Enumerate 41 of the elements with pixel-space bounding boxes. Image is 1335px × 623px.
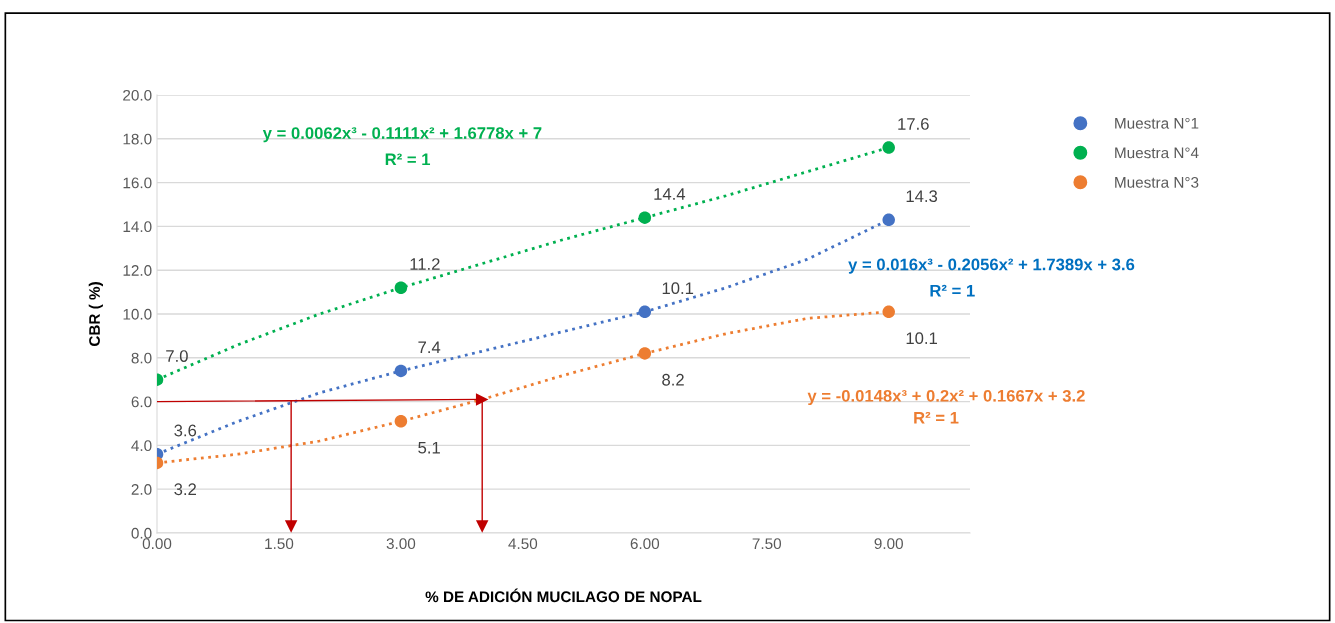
- annotation: R² = 1: [930, 284, 975, 297]
- x-axis-title: % DE ADICIÓN MUCILAGO DE NOPAL: [425, 588, 702, 603]
- data-label: 7.4: [418, 341, 441, 354]
- y-tick-label: 12.0: [123, 265, 152, 276]
- annotation: y = -0.0148x³ + 0.2x² + 0.1667x + 3.2: [807, 389, 1085, 406]
- annotation: y = 0.0062x³ - 0.1111x² + 1.6778x + 7: [262, 127, 542, 143]
- x-tick-label: 0.00: [142, 538, 172, 550]
- legend-label: Muestra N°4: [1115, 147, 1199, 159]
- y-tick-label: 20.0: [123, 89, 152, 101]
- annotation: y = 0.016x³ - 0.2056x² + 1.7389x + 3.6: [848, 258, 1135, 274]
- y-axis-title: CBR ( %): [88, 282, 103, 347]
- x-tick-label: 9.00: [874, 538, 903, 550]
- data-label: 14.4: [654, 188, 686, 200]
- y-tick-label: 16.0: [123, 177, 152, 189]
- y-tick-label: 4.0: [131, 440, 152, 452]
- x-tick-label: 4.50: [508, 538, 538, 550]
- y-tick-label: 8.0: [131, 352, 152, 364]
- legend-label: Muestra N°1: [1115, 117, 1199, 129]
- data-label: 17.6: [898, 118, 929, 130]
- x-tick-label: 3.00: [386, 538, 416, 550]
- x-tick-label: 7.50: [752, 538, 782, 550]
- y-tick-label: 10.0: [123, 308, 152, 320]
- x-tick-label: 1.50: [265, 538, 294, 550]
- y-tick-label: 14.0: [123, 221, 152, 233]
- annotation: R² = 1: [914, 411, 959, 424]
- data-label: 7.0: [166, 350, 188, 362]
- data-label: 10.1: [662, 282, 694, 295]
- data-label: 5.1: [418, 441, 440, 454]
- data-label: 3.6: [174, 424, 197, 437]
- y-tick-label: 2.0: [131, 484, 152, 495]
- data-label: 14.3: [906, 190, 938, 203]
- annotation: R² = 1: [385, 153, 431, 166]
- x-tick-label: 6.00: [630, 538, 660, 550]
- data-label: 11.2: [410, 258, 440, 270]
- y-tick-label: 0.0: [131, 527, 152, 539]
- y-tick-label: 18.0: [123, 133, 152, 145]
- y-tick-label: 6.0: [131, 396, 152, 408]
- data-label: 3.2: [174, 483, 196, 496]
- legend-label: Muestra N°3: [1115, 176, 1199, 188]
- data-label: 10.1: [906, 332, 937, 345]
- data-label: 8.2: [662, 373, 684, 386]
